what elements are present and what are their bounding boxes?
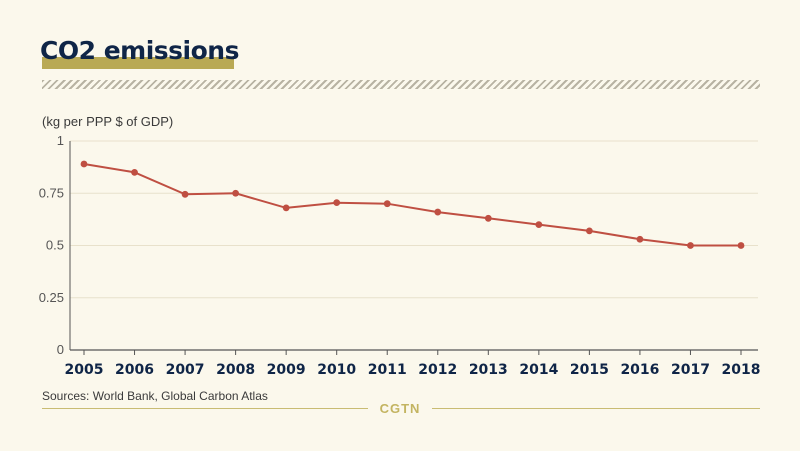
x-tick-label: 2015 <box>570 362 609 378</box>
data-point <box>282 204 290 212</box>
x-tick-label: 2006 <box>115 362 154 378</box>
y-tick-label: 0.75 <box>39 185 64 200</box>
data-point <box>484 214 492 222</box>
data-point <box>333 199 341 207</box>
data-point <box>585 227 593 235</box>
x-tick-label: 2017 <box>671 362 710 378</box>
y-tick-label: 0.5 <box>46 238 64 253</box>
y-axis-unit-label: (kg per PPP $ of GDP) <box>42 114 174 129</box>
y-tick-label: 0.25 <box>39 290 64 305</box>
title-highlight-bar <box>42 57 234 69</box>
hatched-divider <box>42 80 760 89</box>
data-point <box>383 200 391 208</box>
series-line <box>83 163 741 247</box>
data-point <box>181 190 189 198</box>
footer-rule-right <box>432 408 760 409</box>
data-point <box>535 221 543 229</box>
x-tick-label: 2005 <box>65 362 104 378</box>
data-point <box>80 160 88 168</box>
x-tick-label: 2008 <box>216 362 255 378</box>
footer-rule-left <box>42 408 368 409</box>
y-tick-label: 0 <box>57 342 64 357</box>
x-tick-label: 2013 <box>469 362 508 378</box>
data-point <box>687 242 694 249</box>
data-point <box>131 168 138 176</box>
data-point <box>636 235 644 243</box>
data-point <box>737 242 745 249</box>
data-point <box>434 208 442 216</box>
y-tick-label: 1 <box>57 133 64 148</box>
x-tick-label: 2018 <box>722 362 761 378</box>
chart-title: CO2 emissions <box>40 36 239 65</box>
x-tick-label: 2012 <box>418 362 457 378</box>
x-tick-label: 2010 <box>317 362 356 378</box>
title-block: CO2 emissions <box>40 34 239 69</box>
brand-logo: CGTN <box>379 401 421 416</box>
data-point <box>232 189 240 197</box>
source-note: Sources: World Bank, Global Carbon Atlas <box>42 389 268 403</box>
x-tick-label: 2007 <box>166 362 205 378</box>
x-tick-label: 2014 <box>519 362 558 378</box>
x-tick-label: 2016 <box>620 362 659 378</box>
x-tick-label: 2009 <box>267 362 306 378</box>
x-tick-label: 2011 <box>368 362 407 378</box>
